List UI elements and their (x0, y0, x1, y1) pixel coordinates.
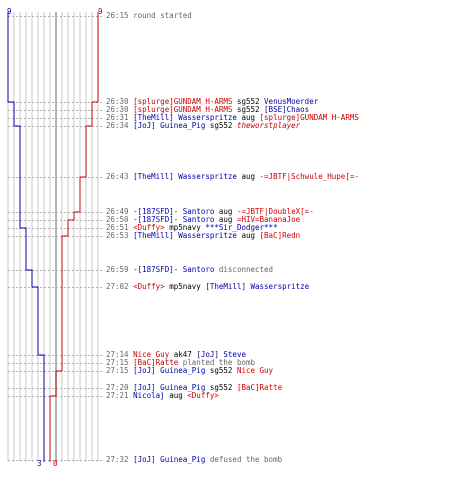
event-row: 26:34 [JoJ] Guinea_Pig sg552 theworstpla… (106, 121, 300, 130)
event-text: [BaC]Redn (259, 231, 301, 240)
event-row: 27:20 [JoJ] Guinea_Pig sg552 [BaC]Ratte (106, 383, 282, 392)
event-row: 26:53 [TheMill] Wasserspritze aug [BaC]R… (106, 231, 300, 240)
event-row: 27:02 <Duffy> mp5navy [TheMill] Wassersp… (106, 282, 309, 291)
event-text: [BaC]Ratte (133, 358, 179, 367)
event-text: aug (236, 172, 260, 181)
event-text: sg552 (232, 105, 265, 114)
event-text: -=JBTF|Schwule_Hupe[=- (259, 172, 359, 181)
event-text: round started (133, 11, 192, 20)
event-text: -[187SFD]- Santoro (133, 265, 215, 274)
event-time: 26:53 (106, 231, 134, 240)
event-row: 27:15 [BaC]Ratte planted the bomb (106, 358, 255, 367)
event-row: 26:49 -[187SFD]- Santoro aug -=JBTF|Doub… (106, 207, 314, 216)
event-text: sg552 (205, 121, 237, 130)
event-text: Nicolaj (133, 391, 165, 400)
event-text: sg552 (232, 97, 265, 106)
blue-end-count: 3 (37, 459, 42, 468)
event-text: <Duffy> (133, 223, 165, 232)
event-text: disconnected (214, 265, 274, 274)
event-text: theworstplayer (236, 121, 301, 130)
event-text: [splurge]GUNDAM H-ARMS (133, 105, 233, 114)
event-text: aug (236, 113, 260, 122)
event-text: VenusMoerder (264, 97, 319, 106)
event-text: mp5navy (164, 223, 206, 232)
event-text: Nice Guy (236, 366, 274, 375)
event-row: 26:31 [TheMill] Wasserspritze aug [splur… (106, 113, 359, 122)
event-row: 26:51 <Duffy> mp5navy ***Sir_Dodger*** (106, 223, 278, 232)
red-start-count: 9 (98, 7, 103, 16)
event-time: 26:30 (106, 105, 134, 114)
event-time: 26:50 (106, 215, 134, 224)
event-text: =HIV=BananaJoe (236, 215, 301, 224)
event-text: ak47 (169, 350, 197, 359)
event-row: 26:15 round started (106, 11, 192, 20)
event-time: 26:34 (106, 121, 134, 130)
event-text: [JoJ] Guinea_Pig (133, 383, 206, 392)
event-row: 26:59 -[187SFD]- Santoro disconnected (106, 265, 273, 274)
event-text: -[187SFD]- Santoro (133, 215, 215, 224)
event-text: aug (214, 215, 237, 224)
event-text: Nice Guy (133, 350, 170, 359)
blue-start-count: 9 (7, 7, 12, 16)
event-row: 26:50 -[187SFD]- Santoro aug =HIV=Banana… (106, 215, 300, 224)
event-text: [JoJ] Guinea_Pig (133, 121, 206, 130)
event-time: 27:14 (106, 350, 134, 359)
event-row: 27:14 Nice Guy ak47 [JoJ] Steve (106, 350, 246, 359)
event-time: 27:32 (106, 455, 134, 464)
event-time: 27:20 (106, 383, 134, 392)
blue-team-alive-line (7, 12, 45, 462)
event-text: [BSE]Chaos (264, 105, 310, 114)
event-text: [splurge]GUNDAM H-ARMS (259, 113, 359, 122)
event-text: sg552 (205, 383, 237, 392)
event-row: 26:30 [splurge]GUNDAM H-ARMS sg552 [BSE]… (106, 105, 309, 114)
event-text: [TheMill] Wasserspritze (205, 282, 310, 291)
event-text: sg552 (205, 366, 237, 375)
event-text: [TheMill] Wasserspritze (133, 231, 237, 240)
event-time: 26:30 (106, 97, 134, 106)
event-text: aug (214, 207, 237, 216)
event-row: 26:43 [TheMill] Wasserspritze aug -=JBTF… (106, 172, 359, 181)
event-text: [JoJ] Guinea_Pig (133, 455, 206, 464)
event-time: 26:31 (106, 113, 134, 122)
red-team-alive-line (49, 12, 99, 462)
event-time: 26:43 (106, 172, 134, 181)
event-text: [TheMill] Wasserspritze (133, 113, 237, 122)
event-text: [JoJ] Steve (196, 350, 246, 359)
event-text: aug (164, 391, 188, 400)
red-end-count: 0 (53, 459, 58, 468)
event-text: ***Sir_Dodger*** (205, 223, 278, 232)
event-time: 26:49 (106, 207, 134, 216)
event-text: [TheMill] Wasserspritze (133, 172, 237, 181)
event-time: 26:59 (106, 265, 134, 274)
event-text: <Duffy> (133, 282, 165, 291)
event-row: 27:32 [JoJ] Guinea_Pig defused the bomb (106, 455, 282, 464)
event-text: defused the bomb (205, 455, 283, 464)
event-time: 27:15 (106, 366, 134, 375)
event-text: [BaC]Ratte (236, 383, 283, 392)
event-time: 27:02 (106, 282, 134, 291)
event-text: -[187SFD]- Santoro (133, 207, 215, 216)
event-text: [splurge]GUNDAM H-ARMS (133, 97, 233, 106)
event-time: 26:51 (106, 223, 134, 232)
event-time: 27:21 (106, 391, 134, 400)
event-text: aug (236, 231, 260, 240)
event-text: mp5navy (164, 282, 206, 291)
event-row: 27:21 Nicolaj aug <Duffy> (106, 391, 219, 400)
event-time: 26:15 (106, 11, 134, 20)
event-text: <Duffy> (187, 391, 219, 400)
event-row: 27:15 [JoJ] Guinea_Pig sg552 Nice Guy (106, 366, 273, 375)
event-row: 26:30 [splurge]GUNDAM H-ARMS sg552 Venus… (106, 97, 318, 106)
event-time: 27:15 (106, 358, 134, 367)
event-text: [JoJ] Guinea_Pig (133, 366, 206, 375)
event-text: planted the bomb (178, 358, 256, 367)
event-text: -=JBTF|DoubleX[=- (236, 207, 314, 216)
